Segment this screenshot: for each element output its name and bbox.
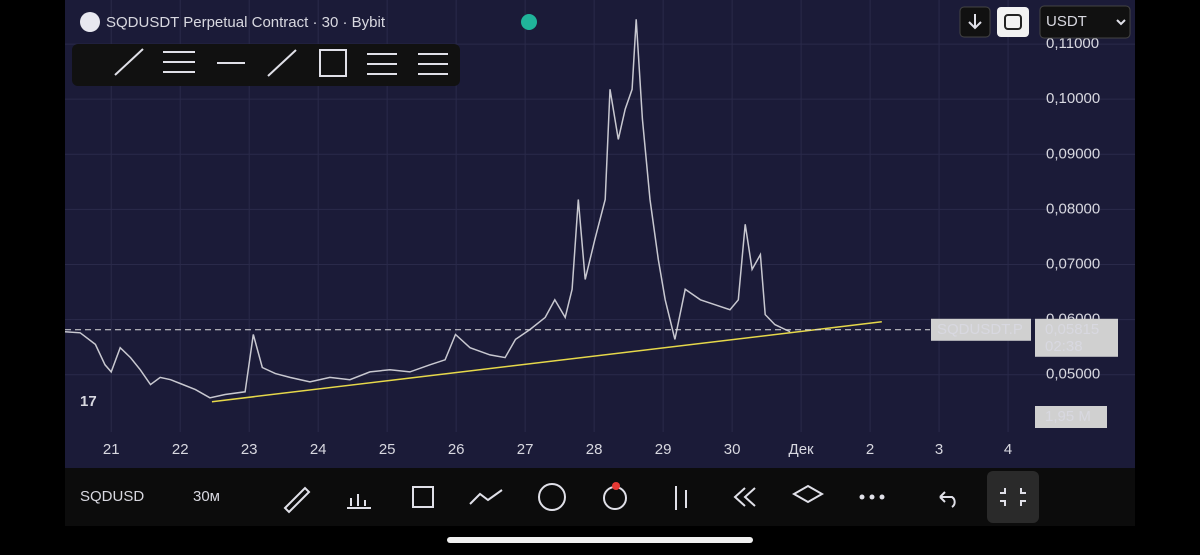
plot: 0,050000,060000,070000,080000,090000,100… [64, 0, 1135, 458]
tool-fib[interactable] [367, 53, 397, 75]
layers-btn[interactable] [791, 484, 825, 504]
x-tick-label: 30 [724, 441, 741, 458]
price-line [64, 19, 791, 399]
currency: USDT [1046, 13, 1087, 30]
tool-trend[interactable] [114, 48, 144, 76]
x-tick-label: 21 [103, 441, 120, 458]
bottom-interval[interactable]: 30м [193, 488, 220, 505]
indicators-btn[interactable] [347, 494, 371, 509]
x-tick-label: 3 [935, 441, 943, 458]
x-tick-label: 28 [586, 441, 603, 458]
x-tick-label: 2 [866, 441, 874, 458]
more-btn[interactable] [859, 494, 885, 500]
compare-btn[interactable] [469, 489, 503, 505]
x-tick-label: Дек [789, 441, 815, 458]
symbol-badge [931, 318, 1031, 341]
x-tick-label: 29 [655, 441, 672, 458]
symbol-title: SQDUSDT Perpetual Contract · 30 · Bybit [106, 14, 386, 31]
draw-tools [114, 48, 448, 77]
fullscreen-icon [1000, 488, 1026, 506]
y-tick-label: 0,10000 [1046, 90, 1100, 107]
x-tick-label: 27 [517, 441, 534, 458]
bottom-symbol[interactable]: SQDUSD [80, 488, 144, 505]
x-tick-label: 26 [448, 441, 465, 458]
bottom-icons [283, 483, 956, 514]
x-tick-label: 4 [1004, 441, 1012, 458]
logo [80, 12, 100, 32]
y-tick-label: 0,11000 [1046, 35, 1099, 52]
price-badge [1035, 318, 1118, 357]
draw-btn[interactable] [283, 486, 311, 514]
replay-btn[interactable] [733, 487, 756, 507]
bottom-toolbar [65, 468, 1135, 526]
chevron [1116, 19, 1126, 26]
tool-rect[interactable] [319, 49, 347, 77]
status-dot [521, 14, 537, 30]
alert-dot [612, 482, 620, 490]
tool-ray[interactable] [267, 49, 297, 77]
candles-btn[interactable] [675, 486, 687, 510]
x-tick-label: 22 [172, 441, 189, 458]
home-indicator [447, 537, 753, 543]
price-badge-text: 0,05815 [1045, 321, 1099, 338]
x-tick-label: 24 [310, 441, 327, 458]
scale-button[interactable] [997, 7, 1029, 37]
undo-btn[interactable] [939, 491, 956, 508]
add-btn[interactable] [538, 483, 566, 511]
x-tick-label: 23 [241, 441, 258, 458]
fullscreen-btn[interactable] [987, 471, 1039, 523]
tool-levels[interactable] [418, 53, 448, 75]
volume-label: 1,95 M [1045, 408, 1091, 425]
trendline [211, 321, 882, 403]
symbol-badge-text: SQDUSDT.P [937, 321, 1023, 338]
y-tick-label: 0,08000 [1046, 200, 1100, 217]
scale-icon [1004, 14, 1022, 30]
countdown: 02:38 [1045, 338, 1083, 355]
tv-logo: 17 [80, 393, 97, 410]
currency-select[interactable] [1039, 5, 1131, 39]
layouts-btn[interactable] [412, 486, 434, 508]
y-tick-label: 0,09000 [1046, 145, 1100, 162]
y-tick-label: 0,07000 [1046, 255, 1100, 272]
down-icon [968, 14, 982, 30]
draw-toolbar [72, 44, 460, 86]
volume-badge [1035, 406, 1107, 428]
tool-channel[interactable] [163, 51, 195, 73]
x-tick-label: 25 [379, 441, 396, 458]
y-tick-label: 0,05000 [1046, 366, 1100, 383]
